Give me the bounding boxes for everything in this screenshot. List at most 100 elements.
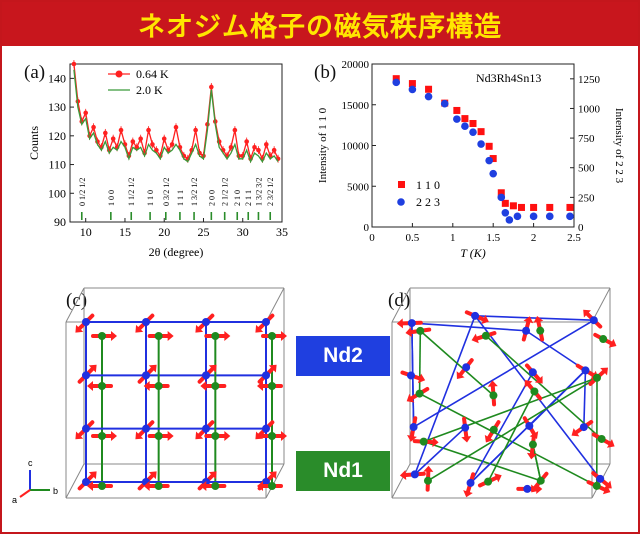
nd1-atom <box>415 389 424 398</box>
moment-arrow-head <box>195 431 204 440</box>
chart-b-circle-point <box>469 128 477 136</box>
moment-arrow-head <box>255 431 264 440</box>
axes-triad: c b a <box>12 458 58 505</box>
chart-b-square-point <box>408 80 416 88</box>
nd1-atom <box>154 482 163 490</box>
chart-a-legend-label: 0.64 K <box>136 67 169 81</box>
chart-b-ytick-right-label: 1250 <box>578 74 601 86</box>
moment-arrow-head <box>396 318 404 329</box>
moment-arrow-head <box>524 379 533 388</box>
moment-arrow-head <box>407 434 417 442</box>
chart-a-point <box>228 145 234 150</box>
nd2-atom <box>410 470 419 479</box>
nd2-atom <box>471 311 480 320</box>
nd1-atom <box>211 432 220 440</box>
chart-a-peak-label: 2 1/2 1/2 <box>221 178 230 206</box>
nd1-atom <box>154 382 163 390</box>
nd2-bond <box>414 427 466 475</box>
moment-arrow-head <box>484 434 494 443</box>
nd2-atom <box>462 363 471 372</box>
nd2-atom <box>202 424 210 433</box>
nd2-atom <box>528 368 537 377</box>
chart-b-circle-point <box>529 212 538 221</box>
chart-b-title: Nd3Rh4Sn13 <box>476 71 541 85</box>
chart-a-xtick-label: 20 <box>158 225 170 239</box>
nd1-bond <box>485 335 603 440</box>
chart-b-xtick-label: 2 <box>531 232 537 244</box>
moment-arrow-head <box>268 471 277 480</box>
chart-b-circle-point <box>513 212 522 221</box>
moment-arrow-head <box>281 331 287 341</box>
moment-arrow-head <box>257 481 263 491</box>
chart-b-xtick-label: 1 <box>450 232 456 244</box>
moment-arrow-head <box>148 364 157 373</box>
moment-arrow-head <box>600 367 609 376</box>
moment-arrow-head <box>463 490 473 498</box>
chart-b-square-point <box>477 128 485 136</box>
nd2-atom <box>407 319 416 328</box>
moment-arrow-head <box>75 324 84 333</box>
nd2-bond <box>469 371 534 484</box>
chart-b-circle-point <box>392 78 401 87</box>
chart-a-ytick-label: 120 <box>48 129 66 143</box>
chart-a-point <box>91 124 96 130</box>
axis-a-label: a <box>12 495 17 505</box>
cube-c <box>65 287 287 499</box>
chart-a-point <box>103 130 108 136</box>
chart-a-point <box>209 84 214 90</box>
chart-a-point <box>169 142 175 147</box>
chart-a-xlabel: 2θ (degree) <box>149 245 204 259</box>
moment-arrow-head <box>148 471 157 480</box>
chart-b-legend-label: 1 1 0 <box>416 178 440 192</box>
nd2-bond <box>528 369 587 427</box>
chart-b-legend-label: 2 2 3 <box>416 195 440 209</box>
moment-arrow-head <box>461 435 472 443</box>
moment-arrow-head <box>268 364 277 373</box>
chart-b-ytick-label: 0 <box>364 222 370 234</box>
nd2-atom <box>262 371 270 380</box>
moment-arrow-head <box>88 471 97 480</box>
nd2-atom <box>82 478 90 486</box>
nd1-atom <box>211 332 220 340</box>
moment-arrow-head <box>87 481 93 491</box>
chart-b-square-point <box>425 85 433 93</box>
moment-arrow-head <box>87 381 93 391</box>
moment-arrow-head <box>406 393 415 403</box>
chart-b-circle-point <box>485 156 493 165</box>
chart-b-xtick-label: 1.5 <box>486 232 500 244</box>
nd2-atom <box>589 316 598 325</box>
chart-a-point <box>71 61 77 67</box>
nd1-bond <box>419 330 494 396</box>
moment-arrow-head <box>167 331 174 341</box>
chart-a-point <box>244 139 249 144</box>
chart-b-ytick-right-label: 0 <box>578 222 584 234</box>
chart-a-peak-label: 2 1 0 <box>233 190 242 206</box>
chart-b-circle-point <box>424 92 433 101</box>
figure-title: ネオジム格子の磁気秩序構造 <box>138 11 502 43</box>
cube-edge <box>65 287 85 323</box>
nd1-atom <box>154 332 163 340</box>
moment-arrow-head <box>255 324 264 333</box>
moment-arrow-head <box>608 338 617 348</box>
moment-arrow-head <box>494 473 502 483</box>
nd2-atom <box>406 371 415 380</box>
moment-arrow-head <box>208 471 217 480</box>
chart-b-xtick-label: 0 <box>369 232 375 244</box>
nd1-atom <box>98 382 106 390</box>
chart-b-ylabel: Intensity of 1 1 0 <box>317 107 329 183</box>
chart-b-ytick-label: 15000 <box>342 100 370 112</box>
chart-b-legend-circle <box>397 198 405 206</box>
nd1-atom <box>268 482 276 490</box>
chart-a-point <box>193 127 198 133</box>
nd1-atom <box>154 432 163 440</box>
chart-b-xtick-label: 2.5 <box>567 232 581 244</box>
cube-d <box>391 287 617 499</box>
panel-b-label: (b) <box>314 62 337 83</box>
chart-b-xtick-label: 0.5 <box>406 232 420 244</box>
chart-a-point <box>232 127 238 133</box>
nd2-bond <box>411 322 527 332</box>
nd2-atom <box>142 371 150 380</box>
panel-a-label: (a) <box>24 62 46 83</box>
nd2-bond <box>583 370 587 428</box>
